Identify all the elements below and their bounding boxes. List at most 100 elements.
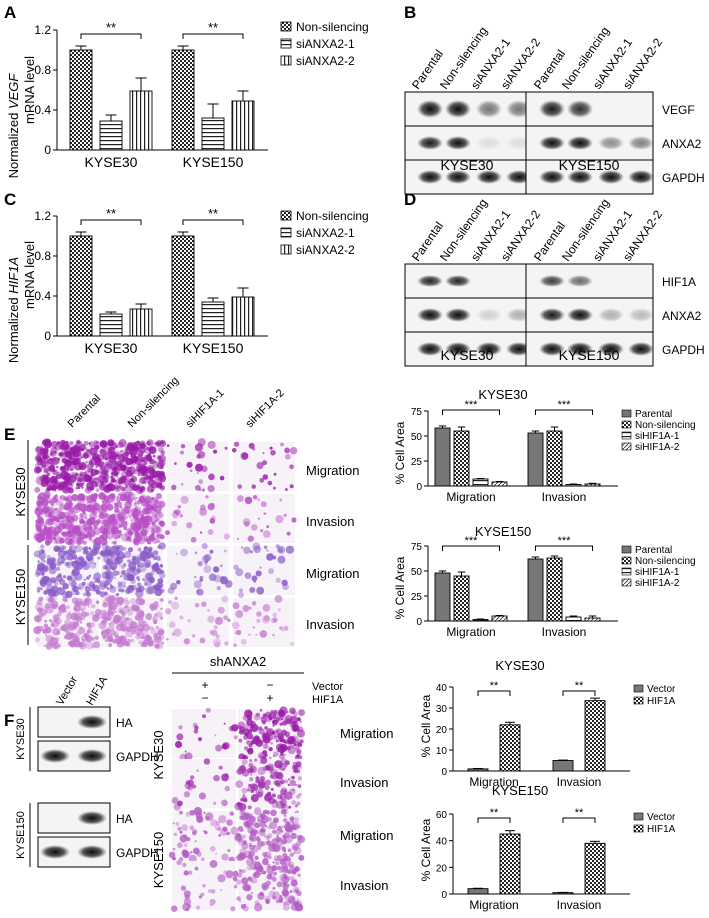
panel-c-ylabel: Normalized HIF1A [6, 257, 21, 363]
band [598, 342, 624, 356]
legend-label: siANXA2-2 [296, 54, 355, 68]
significance-bracket [562, 690, 596, 696]
svg-text:siHIF1A-2: siHIF1A-2 [635, 442, 680, 453]
band [417, 136, 443, 150]
bar-hif1a-invasion [584, 842, 606, 895]
protein-label: ANXA2 [662, 137, 702, 151]
protein-label: GAPDH [662, 343, 705, 357]
lane-label-vector: Vector [54, 674, 80, 707]
band [77, 715, 107, 729]
y-tick-label: 25 [411, 457, 423, 468]
chart-e2: 0 25 50 75 Migration *** Invasion *** [411, 535, 618, 639]
svg-text:siHIF1A-2: siHIF1A-2 [635, 578, 680, 589]
lane-label-hif1a: HIF1A [84, 674, 110, 708]
x-category-label: Invasion [542, 625, 587, 639]
bar-non-silencing-kyse30 [69, 235, 93, 337]
protein-label: GAPDH [116, 846, 159, 860]
band [539, 342, 565, 356]
chart-e1-ylabel: % Cell Area [393, 421, 407, 484]
band [628, 170, 654, 184]
band [77, 749, 107, 763]
panel-e: E Parental Non-silencing siHIF1A-1 siHIF… [4, 375, 696, 650]
panel-letter-f: F [4, 711, 14, 730]
y-tick-label: 50 [411, 567, 423, 578]
significance-bracket [80, 219, 142, 225]
bar-non-silencing-migration [453, 575, 470, 622]
significance-label: ** [106, 206, 116, 221]
y-tick-label: 1.2 [34, 23, 51, 37]
x-category-label: Invasion [542, 490, 587, 504]
chart-e2-ylabel: % Cell Area [393, 556, 407, 619]
svg-text:+: + [266, 691, 273, 705]
bar-sianxa2-1-kyse30 [99, 120, 123, 151]
band [567, 136, 593, 150]
band [417, 100, 443, 118]
y-tick-label: 0.8 [34, 63, 51, 77]
band [628, 136, 654, 150]
cell-label: KYSE30 [15, 718, 27, 760]
band [539, 308, 565, 322]
band [628, 308, 654, 322]
band [476, 170, 502, 184]
band [445, 170, 471, 184]
panel-b: B ParentalNon-silencingsiANXA2-1siANXA2-… [404, 3, 705, 195]
significance-bracket [535, 409, 593, 415]
panel-letter-b: B [404, 3, 416, 22]
bar-sianxa2-2-kyse30 [129, 90, 153, 151]
legend-label: siANXA2-1 [296, 226, 355, 240]
chart-f2-ylabel: % Cell Area [419, 818, 433, 881]
y-tick-label: 75 [411, 407, 423, 418]
treat-label-hif1a: HIF1A [312, 694, 344, 706]
bar-sianxa2-1-kyse150 [201, 301, 225, 337]
legend-f1: Vector HIF1A [633, 684, 676, 707]
bar-non-silencing-kyse30 [69, 49, 93, 151]
protein-label: VEGF [662, 103, 695, 117]
bar-non-silencing-invasion [546, 557, 563, 622]
significance-bracket [442, 409, 500, 415]
svg-text:Parental: Parental [635, 545, 672, 556]
x-category-label: Migration [446, 490, 495, 504]
significance-bracket [535, 545, 593, 551]
bar-sihif1a-1-invasion [565, 484, 582, 487]
legend-e1: Parental Non-silencing siHIF1A-1 siHIF1A… [621, 409, 696, 453]
chart-e2-title: KYSE150 [475, 524, 531, 539]
significance-label: ** [106, 20, 116, 35]
legend-label: Non-silencing [296, 209, 369, 223]
micrograph-grid-e [33, 438, 298, 650]
svg-text:Parental: Parental [635, 409, 672, 420]
bar-parental-invasion [527, 558, 544, 622]
band [417, 342, 443, 356]
band [567, 170, 593, 184]
significance-bracket [477, 690, 511, 696]
bar-parental-migration [434, 427, 451, 487]
svg-text:−: − [201, 691, 208, 705]
band [40, 749, 70, 763]
significance-bracket [442, 545, 500, 551]
panel-c: C Normalized HIF1A mRNA level 0 0.4 0.8 1.2… [4, 190, 369, 363]
band [445, 308, 471, 322]
significance-label: *** [465, 399, 479, 411]
bar-hif1a-migration [499, 833, 521, 895]
svg-text:siHIF1A-1: siHIF1A-1 [635, 567, 680, 578]
bar-vector-migration [467, 888, 489, 895]
panel-letter-d: D [404, 190, 416, 209]
legend-swatch-sianxa2-1 [280, 38, 292, 49]
y-tick-label: 0.8 [34, 249, 51, 263]
cell-label-kyse30: KYSE30 [151, 730, 166, 779]
y-tick-label: 25 [411, 592, 423, 603]
y-tick-label: 40 [436, 683, 448, 694]
bar-sihif1a-1-migration [472, 478, 489, 487]
band [445, 100, 471, 118]
bar-vector-migration [467, 768, 489, 772]
svg-text:Vector: Vector [647, 812, 676, 823]
y-tick-label: 0.4 [34, 103, 51, 117]
band [598, 170, 624, 184]
micrograph [233, 546, 295, 595]
band [598, 308, 624, 322]
band [539, 170, 565, 184]
cell-label: KYSE150 [15, 811, 27, 859]
panel-a-ylabel: Normalized VEGF [6, 73, 21, 179]
significance-label: ** [490, 807, 499, 819]
band [539, 100, 565, 118]
band [445, 275, 471, 287]
